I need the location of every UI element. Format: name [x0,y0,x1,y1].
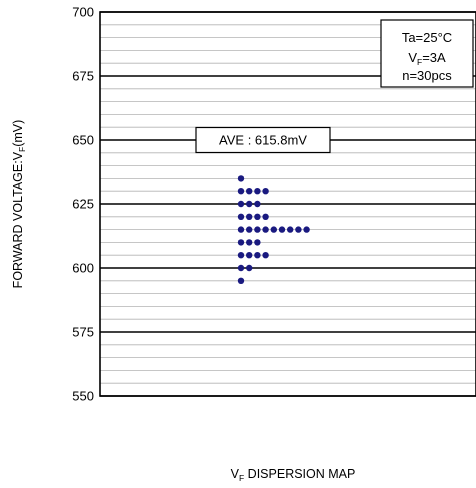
data-point [246,264,253,272]
data-point [278,226,286,233]
average-label: AVE : 615.8mV [219,133,307,148]
average-box [195,126,331,154]
legend-line-temperature: Ta=25°C [402,30,452,45]
y-tick-label: 625 [72,197,94,212]
plot-frame [99,11,476,397]
data-point [287,226,294,233]
data-point [254,226,261,233]
data-point [246,200,253,208]
x-axis-label: VF DISPERSION MAP [231,467,356,483]
data-point [262,213,269,220]
data-point [246,252,253,259]
data-point [237,264,245,272]
data-point [237,188,245,195]
y-tick-label: 675 [72,69,94,84]
legend-box [380,19,474,88]
data-point [270,226,277,233]
y-axis-label: FORWARD VOLTAGE:VF(mV) [11,120,27,289]
data-point [262,252,269,259]
data-point [246,213,253,220]
y-tick-label: 650 [72,133,94,148]
y-tick-label: 575 [72,325,94,340]
data-point [246,226,253,233]
data-point [254,213,261,220]
y-tick-label: 700 [72,5,94,20]
data-point [237,252,245,259]
data-point [237,200,245,208]
data-point [237,239,245,246]
legend-line-sample-count: n=30pcs [402,68,452,83]
legend-line-forward-current: VF=3A [408,50,446,67]
data-point [246,239,253,246]
y-tick-label: 550 [72,389,94,404]
data-point [303,226,310,233]
y-tick-label: 600 [72,261,94,276]
data-point [295,226,302,233]
data-point [254,239,261,246]
y-tick-labels: 550 575 600 625 650 675 700 [72,5,94,404]
data-point [254,252,261,259]
data-point [254,200,261,208]
data-point [237,277,245,284]
average-annotation: AVE : 615.8mV [195,126,331,154]
data-point [262,226,269,233]
data-point [237,226,245,233]
data-point [237,213,245,220]
data-points [237,175,310,284]
data-point [237,175,245,182]
data-point [262,188,269,195]
data-point [254,188,261,195]
data-point [246,188,253,195]
legend: Ta=25°C VF=3A n=30pcs [380,19,474,88]
